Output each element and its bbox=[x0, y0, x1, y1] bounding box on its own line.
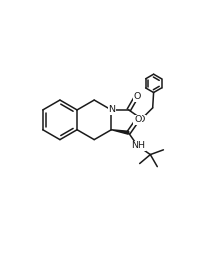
Text: NH: NH bbox=[131, 141, 145, 150]
Text: O: O bbox=[133, 92, 140, 101]
Text: N: N bbox=[108, 106, 115, 115]
Text: O: O bbox=[134, 115, 141, 124]
Polygon shape bbox=[111, 130, 129, 134]
Text: O: O bbox=[138, 115, 145, 124]
